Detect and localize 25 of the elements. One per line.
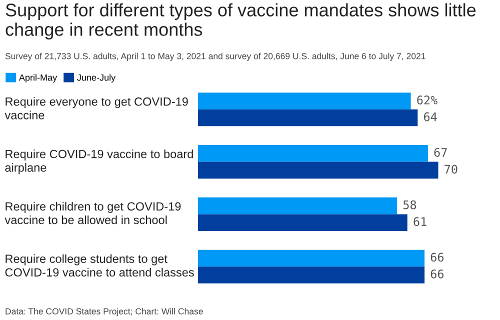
bar xyxy=(198,266,425,284)
data-label: 70 xyxy=(444,164,458,174)
legend-label: April-May xyxy=(18,74,58,83)
y-tick-label: Require children to get COVID-19 vaccine to be allowed in school xyxy=(4,202,181,224)
bar xyxy=(198,250,425,267)
bar xyxy=(198,214,408,231)
bar xyxy=(198,109,418,126)
data-label: 66 xyxy=(430,270,444,278)
data-label: 58 xyxy=(403,200,416,210)
data-label: 62% xyxy=(417,96,438,104)
bar xyxy=(198,92,411,110)
data-label: 61 xyxy=(414,217,426,226)
bar xyxy=(198,145,428,162)
y-tick-label: Require COVID-19 vaccine to board airplane xyxy=(5,150,193,174)
y-tick-label: Require everyone to get COVID-19 vaccine xyxy=(4,97,188,120)
y-tick-label: Require college students to get COVID-19 vaccine to attend classes xyxy=(5,254,194,277)
chart-title: Support for different types of vaccine mandates shows little change in recent months xyxy=(6,3,476,40)
data-label: 66 xyxy=(430,252,444,262)
data-label: 64 xyxy=(424,112,437,122)
bar xyxy=(198,197,398,214)
legend-label: June-July xyxy=(77,74,116,83)
chart-subtitle: Survey of 21,733 U.S. adults, April 1 to May 3, 2021 and survey of 20,669 U.S. adults, June 6 to July 7, 2021 xyxy=(5,52,426,61)
bar xyxy=(198,162,438,179)
data-label: 67 xyxy=(434,148,447,157)
text: Data: The COVID States Project; Chart: Will Chase xyxy=(6,308,203,316)
